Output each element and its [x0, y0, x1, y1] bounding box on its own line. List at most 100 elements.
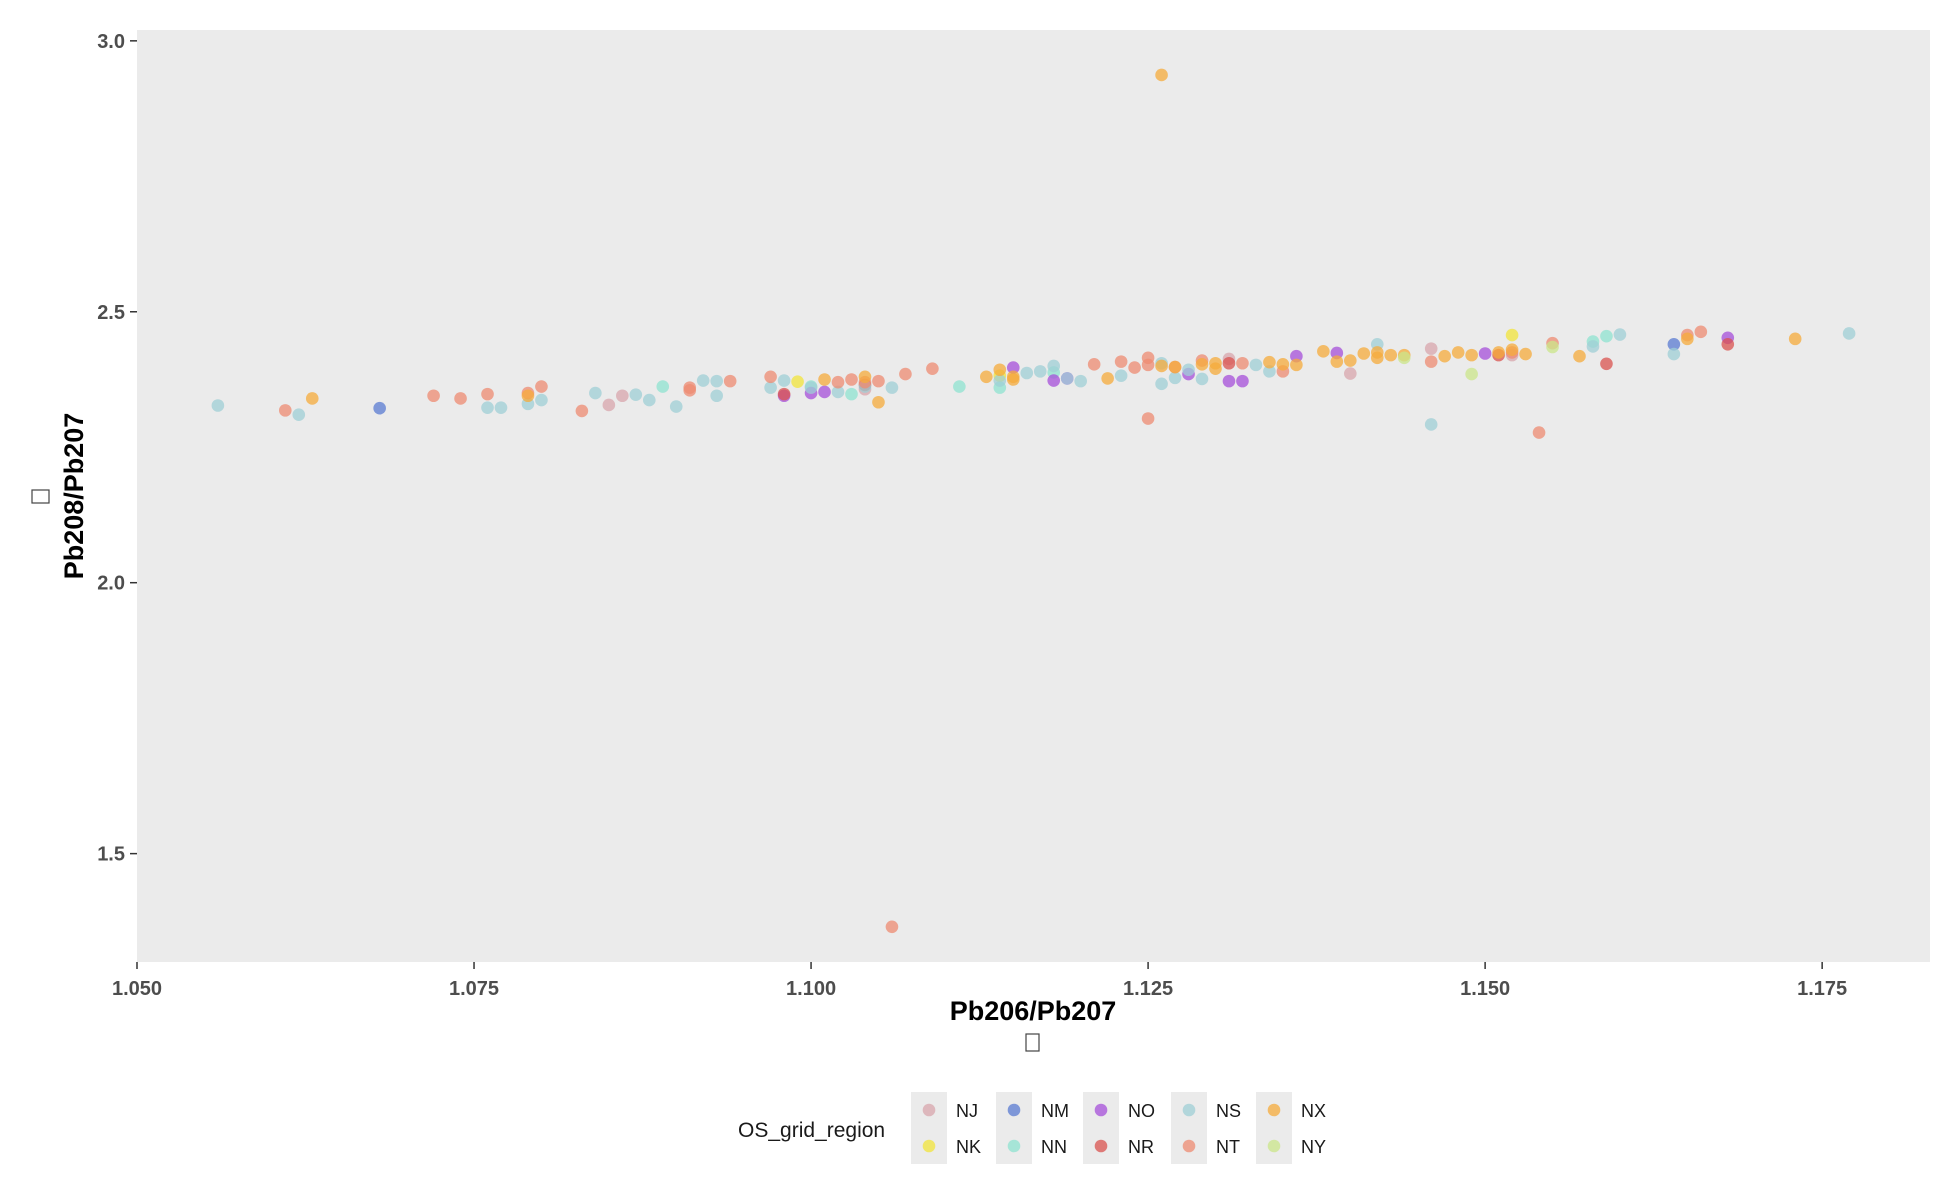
legend-label-nt: NT — [1216, 1137, 1240, 1157]
data-point-ns — [1586, 340, 1600, 353]
legend-label-nm: NM — [1041, 1101, 1069, 1121]
data-point-ns — [589, 386, 602, 400]
data-point-nt — [1532, 426, 1546, 439]
data-point-no — [1047, 374, 1061, 387]
data-point-nj — [1344, 367, 1357, 380]
data-point-nx — [858, 370, 872, 384]
data-point-nx — [1438, 349, 1451, 363]
data-point-nt — [1128, 361, 1141, 374]
legend-key-nn — [1007, 1139, 1021, 1153]
data-point-nx — [1384, 348, 1398, 362]
data-point-nt — [535, 380, 548, 393]
data-point-nx — [1195, 358, 1209, 371]
data-point-nt — [481, 387, 494, 401]
data-point-nn — [845, 387, 858, 401]
data-point-nr — [777, 387, 791, 401]
data-point-nk — [1505, 328, 1519, 342]
data-point-nt — [723, 374, 737, 388]
plot-panel — [137, 30, 1930, 962]
y-axis-title: Pb208/Pb207 — [59, 413, 89, 580]
x-tick-label: 1.150 — [1460, 978, 1510, 1000]
data-point-ns — [710, 374, 723, 388]
data-point-nr — [1222, 356, 1236, 370]
data-point-no — [1222, 374, 1236, 388]
data-point-ns — [1182, 363, 1195, 377]
data-point-nt — [1694, 325, 1708, 339]
data-point-nt — [683, 381, 697, 394]
x-axis-title: Pb206/Pb207 — [950, 996, 1117, 1026]
data-point-ns — [535, 393, 548, 407]
data-point-nx — [1465, 348, 1478, 362]
data-point-ns — [1168, 371, 1182, 385]
data-point-nm — [373, 401, 386, 415]
data-point-nj — [602, 398, 616, 412]
x-tick-label: 1.075 — [449, 978, 499, 1000]
data-point-no — [1236, 374, 1249, 388]
data-point-ns — [696, 374, 710, 387]
data-point-nt — [1114, 355, 1128, 368]
data-point-nt — [1087, 358, 1101, 371]
data-point-no — [818, 385, 831, 399]
data-point-nt — [575, 404, 589, 418]
data-point-ns — [642, 393, 656, 407]
data-point-ns — [1020, 366, 1034, 380]
data-point-ns — [885, 381, 899, 394]
legend-label-nx: NX — [1301, 1101, 1326, 1121]
data-point-ns — [494, 401, 508, 414]
data-point-nx — [1681, 332, 1694, 346]
legend-key-nx — [1267, 1103, 1281, 1117]
data-point-nx — [818, 373, 831, 386]
data-point-ny — [1397, 351, 1411, 365]
data-point-nx — [1263, 355, 1276, 369]
legend: OS_grid_region NJ NK NM NN NO NR NS NT NX NY — [738, 1092, 1326, 1164]
data-point-no — [1006, 361, 1020, 374]
legend-key-ns — [1182, 1103, 1196, 1117]
y-axis: 1.5 2.0 2.5 3.0 — [97, 31, 137, 866]
data-point-ns — [1047, 359, 1061, 373]
data-point-ns — [1613, 328, 1627, 341]
data-point-nx — [1519, 347, 1532, 361]
data-point-nx — [1290, 358, 1303, 372]
data-point-nt — [926, 362, 939, 375]
data-point-nx — [1006, 373, 1020, 386]
data-point-nn — [656, 380, 670, 393]
legend-label-nn: NN — [1041, 1137, 1067, 1157]
legend-key-nm — [1007, 1103, 1021, 1117]
data-point-ns — [669, 400, 683, 413]
data-point-nx — [993, 363, 1007, 377]
data-point-nx — [872, 395, 885, 409]
data-point-nt — [278, 404, 292, 417]
data-point-ns — [777, 374, 791, 387]
data-point-ns — [1249, 358, 1263, 372]
data-point-no — [1478, 347, 1492, 360]
legend-label-no: NO — [1128, 1101, 1155, 1121]
data-point-nt — [1424, 355, 1438, 368]
data-point-ns — [1842, 327, 1856, 340]
data-point-ns — [804, 381, 818, 394]
y-axis-missing-glyph — [31, 489, 50, 504]
data-point-nx — [305, 392, 319, 405]
data-point-nt — [831, 375, 845, 389]
data-point-nx — [1101, 372, 1114, 385]
y-tick-label: 3.0 — [97, 31, 125, 53]
data-point-nn — [1600, 329, 1613, 343]
data-point-nx — [1276, 358, 1290, 371]
data-point-ns — [1114, 369, 1128, 383]
x-axis-missing-glyph — [1025, 1033, 1040, 1052]
data-point-nt — [899, 367, 912, 381]
data-point-ns — [764, 381, 777, 394]
data-point-ns — [481, 401, 494, 414]
data-point-nx — [980, 370, 993, 384]
data-point-nm — [1667, 337, 1681, 351]
data-point-nx — [1370, 346, 1384, 359]
legend-label-nk: NK — [956, 1137, 981, 1157]
data-point-no — [1290, 349, 1303, 363]
data-point-nx — [1357, 347, 1371, 360]
data-point-ns — [710, 389, 723, 403]
data-point-ns — [292, 408, 306, 422]
legend-label-nr: NR — [1128, 1137, 1154, 1157]
data-point-nn — [953, 380, 966, 393]
data-point-nx — [1505, 343, 1519, 356]
y-tick-label: 1.5 — [97, 844, 125, 866]
data-point-ns — [1263, 365, 1276, 378]
